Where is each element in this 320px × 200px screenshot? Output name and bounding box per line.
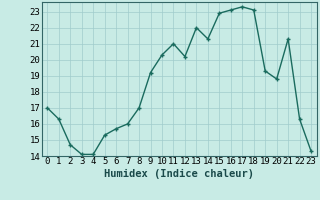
X-axis label: Humidex (Indice chaleur): Humidex (Indice chaleur) xyxy=(104,169,254,179)
